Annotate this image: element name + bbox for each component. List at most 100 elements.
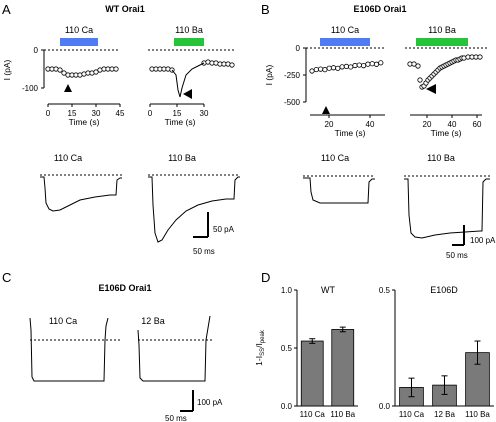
bar — [331, 329, 355, 407]
current-trace-ca — [303, 177, 375, 204]
timecourse-point — [57, 67, 63, 73]
trace-label-1: 110 Ca — [49, 316, 77, 326]
y-tick-0: 0 — [296, 44, 301, 53]
x-tick-label: 20 — [423, 120, 432, 129]
y-tick-label: 0.5 — [281, 344, 293, 353]
y-tick-neg100: -100 — [22, 84, 39, 93]
timecourse-point — [360, 62, 367, 69]
current-trace-ba — [137, 315, 211, 382]
timecourse-point — [335, 65, 341, 71]
x-tick-label: 15 — [173, 109, 182, 118]
y-tick-label: 0.0 — [281, 402, 293, 411]
x-tick-label: 0 — [148, 109, 153, 118]
panel-a-title: WT Orai1 — [105, 4, 145, 14]
scale-time-label: 50 ms — [165, 414, 187, 422]
scale-time-label: 50 ms — [193, 247, 215, 256]
panel-b-letter: B — [261, 2, 270, 17]
bar-chart-wt: WT 0.0 0.5 1.0 110 Ca 110 Ba — [281, 285, 358, 419]
timecourse-point — [93, 69, 99, 75]
scale-current-label: 50 pA — [213, 225, 235, 234]
ca-application-bar — [320, 38, 370, 46]
trace-label-2: 12 Ba — [141, 316, 165, 326]
timecourse-line — [171, 62, 205, 98]
y-tick-neg250: -250 — [284, 71, 301, 80]
scale-bar-a: 50 pA 50 ms — [193, 212, 235, 256]
y-tick-neg500: -500 — [284, 98, 301, 107]
timecourse-point — [343, 63, 349, 70]
panel-b-timecourse-ba: 110 Ba 20 40 60 Time (s) — [405, 25, 488, 138]
panel-b-timecourse-ca: 110 Ca 0 -250 -500 I (pA) 20 40 Time (s) — [264, 25, 385, 138]
y-axis-label: I (pA) — [264, 64, 274, 85]
current-trace-ba — [148, 176, 240, 243]
scale-bar-b: 100 pA 50 ms — [446, 225, 496, 260]
timecourse-point — [415, 63, 421, 69]
x-tick-label: 60 — [473, 120, 482, 129]
chart-title: WT — [321, 285, 335, 295]
x-tick-label: 20 — [325, 120, 334, 129]
current-trace-ca — [40, 176, 122, 212]
current-trace-ba — [404, 178, 490, 239]
ba-application-bar — [416, 38, 468, 46]
timecourse-point — [365, 61, 371, 67]
panel-c-title: E106D Orai1 — [98, 283, 151, 293]
category-label: 110 Ba — [465, 410, 490, 419]
ca-application-bar — [60, 38, 98, 46]
trace-label-ca: 110 Ca — [54, 153, 82, 163]
category-label: 110 Ca — [300, 410, 326, 419]
timecourse-point — [309, 68, 315, 74]
timecourse-point — [417, 77, 423, 83]
panel-a-timecourse-ca: 110 Ca 0 -100 I (pA) 0 15 30 45 Time (s) — [2, 25, 125, 127]
timecourse-point — [322, 67, 328, 73]
scale-bar-c: 100 pA 50 ms — [165, 390, 223, 422]
ba-bar-label: 110 Ba — [428, 25, 456, 35]
timecourse-point — [317, 66, 324, 72]
timecourse-point — [369, 61, 375, 67]
x-tick-label: 40 — [366, 120, 375, 129]
ca-bar-label: 110 Ca — [65, 25, 93, 35]
timecourse-point — [313, 66, 319, 73]
scale-current-label: 100 pA — [197, 398, 223, 407]
trace-label-ba: 110 Ba — [427, 153, 455, 163]
bar — [300, 340, 324, 407]
panel-b-title: E106D Orai1 — [353, 4, 406, 14]
y-tick-0: 0 — [34, 46, 39, 55]
category-label: 12 Ba — [434, 410, 455, 419]
x-axis-label: Time (s) — [335, 128, 366, 138]
x-tick-label: 15 — [68, 109, 77, 118]
x-axis-label: Time (s) — [431, 128, 462, 138]
arrowhead-marker — [183, 89, 192, 99]
x-axis-label: Time (s) — [69, 117, 100, 127]
y-tick-label: 0.0 — [379, 402, 391, 411]
scale-current-label: 100 pA — [470, 236, 496, 245]
timecourse-point — [477, 54, 483, 60]
scale-time-label: 50 ms — [446, 251, 468, 260]
y-tick-label: 0.5 — [379, 286, 391, 295]
timecourse-point — [339, 64, 345, 70]
y-axis-label: I (pA) — [2, 59, 12, 80]
category-label: 110 Ca — [399, 410, 425, 419]
current-trace-ca — [29, 317, 109, 382]
timecourse-point — [330, 65, 337, 71]
timecourse-point — [373, 61, 380, 67]
timecourse-point — [229, 62, 235, 68]
trace-label-ba: 110 Ba — [168, 153, 196, 163]
timecourse-point — [113, 66, 119, 72]
timecourse-point — [326, 65, 332, 71]
bar-chart-e106d: E106D 0.0 0.5 110 Ca 12 Ba 110 Ba — [379, 285, 494, 419]
arrowhead-marker — [322, 106, 330, 114]
x-tick-label: 30 — [92, 109, 101, 118]
x-axis-label: Time (s) — [165, 117, 196, 127]
ba-application-bar — [174, 38, 204, 46]
timecourse-point — [348, 64, 354, 70]
panel-d-letter: D — [261, 270, 270, 285]
ca-bar-label: 110 Ca — [331, 25, 359, 35]
x-tick-label: 0 — [46, 109, 51, 118]
x-tick-label: 40 — [448, 120, 457, 129]
y-tick-label: 1.0 — [281, 286, 293, 295]
arrowhead-marker — [64, 84, 72, 92]
chart-title: E106D — [430, 285, 458, 295]
trace-label-ca: 110 Ca — [321, 153, 349, 163]
timecourse-point — [378, 60, 384, 66]
arrowhead-marker — [426, 84, 436, 94]
